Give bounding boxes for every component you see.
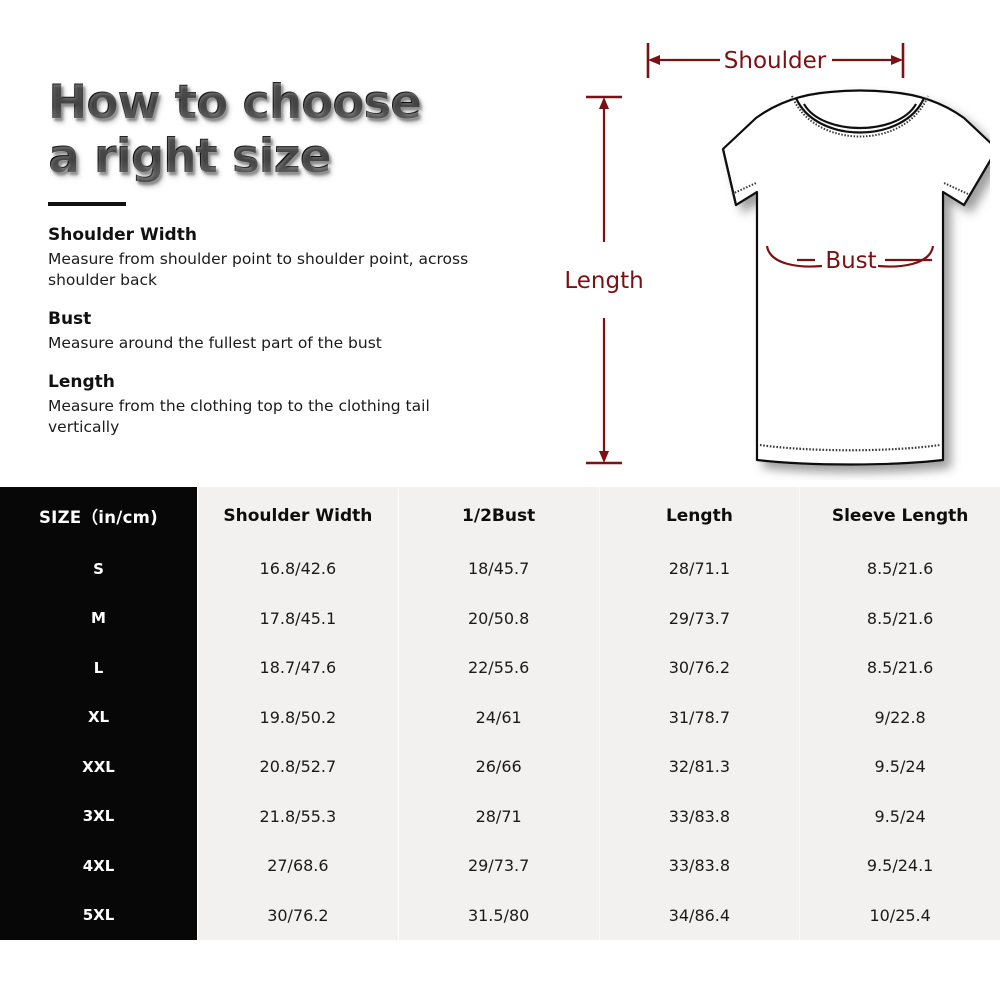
cell-shoulder-width: 30/76.2 [197,890,398,940]
cell-length: 30/76.2 [598,643,800,693]
shoulder-measurement-label: Shoulder [724,48,827,74]
cell-size: L [0,643,197,693]
cell-length: 29/73.7 [598,593,800,643]
table-header-shoulder-width: Shoulder Width [197,487,398,544]
cell-length: 28/71.1 [598,544,800,594]
tshirt-body-shape [721,89,990,466]
cell-size: S [0,544,197,594]
table-row: L 18.7/47.6 22/55.6 30/76.2 8.5/21.6 [0,643,1000,693]
cell-length: 32/81.3 [598,742,800,792]
cell-sleeve-length: 8.5/21.6 [799,593,1000,643]
tshirt-collar-inner [794,97,926,134]
cell-length: 33/83.8 [598,791,800,841]
cell-sleeve-length: 8.5/21.6 [799,643,1000,693]
cell-half-bust: 20/50.8 [397,593,599,643]
tshirt-sleeve-right-stitch [943,182,969,195]
cell-half-bust: 29/73.7 [397,841,599,891]
cell-shoulder-width: 16.8/42.6 [197,544,398,594]
cell-half-bust: 18/45.7 [397,544,599,594]
cell-size: 3XL [0,791,197,841]
table-row: XL 19.8/50.2 24/61 31/78.7 9/22.8 [0,692,1000,742]
cell-length: 31/78.7 [598,692,800,742]
tshirt-sleeve-right-hem [942,158,990,207]
cell-shoulder-width: 19.8/50.2 [197,692,398,742]
table-row: XXL 20.8/52.7 26/66 32/81.3 9.5/24 [0,742,1000,792]
tshirt-collar-stitch [791,95,929,138]
size-table: SIZE（in/cm) Shoulder Width 1/2Bust Lengt… [0,487,1000,947]
cell-shoulder-width: 21.8/55.3 [197,791,398,841]
measurement-definitions: Shoulder Width Measure from shoulder poi… [48,224,518,438]
table-row: 5XL 30/76.2 31.5/80 34/86.4 10/25.4 [0,890,1000,940]
tshirt-bottom-hem-stitch [759,443,941,452]
table-row: 3XL 21.8/55.3 28/71 33/83.8 9.5/24 [0,791,1000,841]
definition-description-length: Measure from the clothing top to the clo… [48,397,430,436]
bust-measurement-arc [765,245,935,268]
length-arrowhead-top [599,97,609,109]
table-row: 4XL 27/68.6 29/73.7 33/83.8 9.5/24.1 [0,841,1000,891]
tshirt-sleeve-left-hem [721,148,758,207]
cell-shoulder-width: 20.8/52.7 [197,742,398,792]
cell-sleeve-length: 9.5/24 [799,742,1000,792]
tshirt-sleeve-left-stitch [731,182,757,195]
length-measurement-label: Length [564,268,643,294]
cell-size: 4XL [0,841,197,891]
table-header-sleeve-length: Sleeve Length [799,487,1000,544]
table-row: M 17.8/45.1 20/50.8 29/73.7 8.5/21.6 [0,593,1000,643]
table-header-length: Length [598,487,800,544]
shoulder-arrowhead-left [648,55,660,65]
table-row: S 16.8/42.6 18/45.7 28/71.1 8.5/21.6 [0,544,1000,594]
title-underline-rule [48,202,126,206]
bust-arc-right [877,245,935,268]
definition-term-shoulder-width: Shoulder Width [48,225,197,245]
cell-shoulder-width: 27/68.6 [197,841,398,891]
table-header-half-bust: 1/2Bust [397,487,599,544]
definition-description-shoulder-width: Measure from shoulder point to shoulder … [48,250,469,289]
length-arrowhead-bottom [599,451,609,463]
cell-sleeve-length: 8.5/21.6 [799,544,1000,594]
cell-size: 5XL [0,890,197,940]
tshirt-collar-outer [803,103,917,129]
cell-size: M [0,593,197,643]
shoulder-measurement-arrow [646,43,905,78]
cell-half-bust: 28/71 [397,791,599,841]
page-title: How to choose a right size [48,76,468,184]
tshirt-diagram: Shoulder Length Bu [560,20,990,480]
definition-term-bust: Bust [48,309,92,329]
cell-size: XXL [0,742,197,792]
table-header-size: SIZE（in/cm) [0,487,197,544]
bust-arc-left [765,245,823,268]
cell-size: XL [0,692,197,742]
tshirt-illustration [721,89,990,466]
cell-sleeve-length: 9.5/24 [799,791,1000,841]
definition-term-length: Length [48,372,115,392]
shoulder-arrowhead-right [891,55,903,65]
cell-sleeve-length: 9.5/24.1 [799,841,1000,891]
cell-sleeve-length: 10/25.4 [799,890,1000,940]
cell-half-bust: 26/66 [397,742,599,792]
info-panel: How to choose a right size Shoulder Widt… [0,0,1000,487]
definition-description-bust: Measure around the fullest part of the b… [48,334,382,352]
table-header-row: SIZE（in/cm) Shoulder Width 1/2Bust Lengt… [0,487,1000,544]
cell-shoulder-width: 18.7/47.6 [197,643,398,693]
cell-length: 34/86.4 [598,890,800,940]
bust-measurement-label: Bust [825,248,876,274]
cell-half-bust: 24/61 [397,692,599,742]
cell-sleeve-length: 9/22.8 [799,692,1000,742]
cell-length: 33/83.8 [598,841,800,891]
cell-half-bust: 22/55.6 [397,643,599,693]
length-measurement-arrow [586,95,622,465]
page-title-line-2: a right size [48,130,468,184]
page-title-line-1: How to choose [48,76,468,130]
cell-half-bust: 31.5/80 [397,890,599,940]
cell-shoulder-width: 17.8/45.1 [197,593,398,643]
